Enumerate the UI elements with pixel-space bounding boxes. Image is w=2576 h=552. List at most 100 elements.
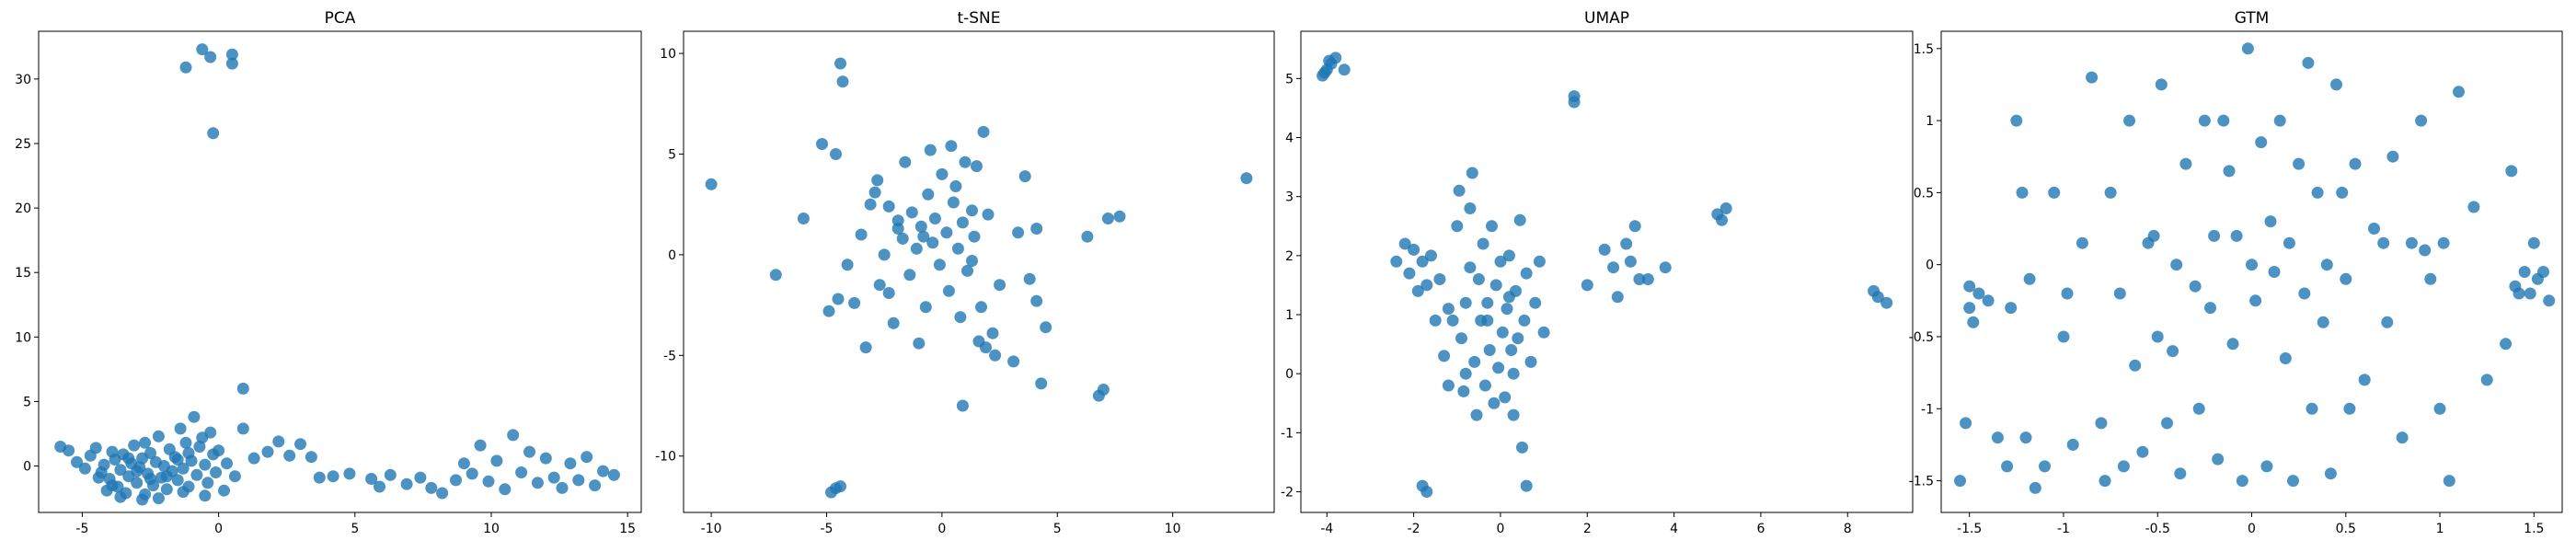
y-tick-label: 0 bbox=[23, 460, 31, 475]
data-point bbox=[1967, 316, 1980, 328]
data-point bbox=[196, 43, 209, 56]
data-point bbox=[2349, 157, 2362, 170]
data-point bbox=[2167, 345, 2179, 358]
data-point bbox=[2298, 287, 2311, 300]
data-point bbox=[2268, 266, 2281, 278]
data-point bbox=[490, 454, 503, 467]
data-point bbox=[1318, 66, 1331, 79]
x-tick-label: 8 bbox=[1844, 522, 1852, 536]
data-point bbox=[572, 474, 585, 487]
data-point bbox=[822, 305, 835, 317]
data-point bbox=[1018, 170, 1031, 183]
data-point bbox=[2419, 244, 2432, 257]
data-point bbox=[2001, 460, 2014, 473]
data-point bbox=[769, 269, 782, 282]
umap-panel: UMAP -4 -2 0 2 4 6 8 -2 -1 0 1 2 3 4 5 bbox=[1281, 9, 1914, 536]
data-point bbox=[2005, 302, 2018, 315]
data-point bbox=[1518, 314, 1531, 327]
data-point bbox=[896, 232, 909, 245]
data-point bbox=[1719, 202, 1732, 214]
data-point bbox=[225, 57, 238, 70]
data-point bbox=[971, 160, 983, 173]
data-point bbox=[2518, 266, 2531, 278]
data-point bbox=[1499, 391, 1512, 404]
data-point bbox=[905, 206, 918, 219]
umap-axes-frame bbox=[1300, 30, 1914, 513]
data-point bbox=[834, 480, 846, 493]
data-point bbox=[436, 487, 449, 500]
data-point bbox=[457, 457, 470, 470]
data-point bbox=[942, 284, 955, 297]
x-tick-label: -10 bbox=[701, 522, 722, 536]
data-point bbox=[1628, 220, 1641, 233]
data-point bbox=[177, 486, 190, 499]
y-tick-label: 1 bbox=[1285, 308, 1294, 323]
data-point bbox=[384, 468, 397, 481]
data-point bbox=[1007, 355, 1020, 368]
data-point bbox=[2377, 236, 2390, 249]
x-tick-label: 10 bbox=[1165, 522, 1181, 536]
data-point bbox=[968, 230, 981, 243]
data-point bbox=[848, 296, 861, 309]
x-tick-label: 0.5 bbox=[2336, 522, 2356, 536]
pca-panel: PCA -5 0 5 10 15 0 5 10 15 20 25 30 bbox=[15, 9, 642, 536]
data-point bbox=[1464, 261, 1477, 274]
data-point bbox=[466, 467, 478, 480]
data-point bbox=[1537, 326, 1550, 339]
data-point bbox=[2324, 467, 2337, 480]
data-point bbox=[2076, 236, 2088, 249]
data-point bbox=[859, 341, 872, 354]
data-point bbox=[1478, 379, 1491, 392]
x-tick-label: -5 bbox=[821, 522, 834, 536]
data-point bbox=[797, 213, 810, 224]
y-tick-label: 3 bbox=[1285, 190, 1294, 205]
data-point bbox=[1433, 273, 1446, 285]
data-point bbox=[174, 422, 187, 435]
data-point bbox=[122, 452, 135, 465]
data-point bbox=[1963, 280, 1976, 293]
data-point bbox=[597, 465, 609, 477]
data-point bbox=[1607, 261, 1620, 274]
data-point bbox=[887, 316, 900, 329]
data-point bbox=[924, 144, 937, 156]
data-point bbox=[2246, 259, 2258, 271]
data-point bbox=[144, 473, 156, 485]
data-point bbox=[305, 451, 317, 464]
data-point bbox=[1420, 279, 1433, 292]
data-point bbox=[160, 483, 173, 496]
data-point bbox=[966, 255, 978, 267]
data-point bbox=[2217, 114, 2230, 127]
data-point bbox=[2029, 481, 2041, 494]
data-point bbox=[1464, 202, 1477, 214]
data-point bbox=[523, 445, 535, 458]
y-tick-label: 1 bbox=[1926, 114, 1934, 129]
data-point bbox=[193, 441, 206, 453]
umap-points bbox=[1317, 52, 1893, 498]
data-point bbox=[945, 140, 958, 153]
data-point bbox=[499, 483, 512, 496]
data-point bbox=[1963, 302, 1976, 315]
data-point bbox=[1035, 377, 1048, 390]
x-tick-label: 2 bbox=[1583, 522, 1592, 536]
data-point bbox=[2016, 186, 2029, 199]
data-point bbox=[1581, 279, 1593, 292]
data-point bbox=[199, 458, 212, 471]
data-point bbox=[179, 61, 192, 74]
data-point bbox=[207, 127, 220, 140]
data-point bbox=[903, 269, 916, 282]
data-point bbox=[556, 481, 569, 494]
data-point bbox=[975, 301, 987, 314]
data-point bbox=[1012, 226, 1025, 239]
data-point bbox=[1513, 213, 1526, 226]
data-point bbox=[1494, 255, 1507, 268]
data-point bbox=[199, 489, 212, 502]
data-point bbox=[482, 475, 495, 488]
data-point bbox=[201, 477, 214, 489]
data-point bbox=[986, 327, 999, 339]
data-point bbox=[2086, 71, 2099, 84]
data-point bbox=[1468, 355, 1481, 368]
data-point bbox=[221, 457, 233, 470]
data-point bbox=[179, 436, 192, 449]
data-point bbox=[832, 293, 845, 305]
